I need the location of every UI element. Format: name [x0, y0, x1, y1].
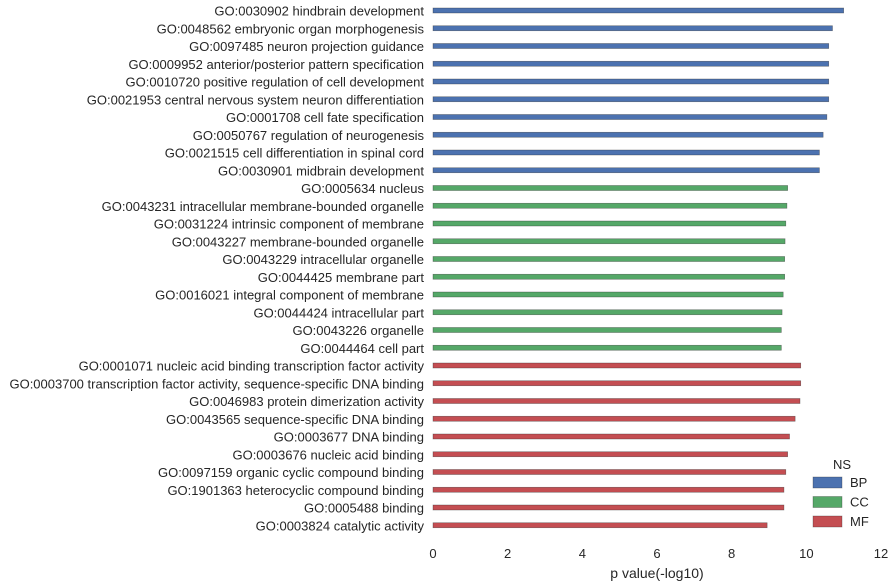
- x-tick-label: 6: [653, 546, 660, 561]
- legend-entry-label: MF: [850, 514, 869, 529]
- category-label: GO:0021515 cell differentiation in spina…: [165, 146, 424, 161]
- bar: [432, 78, 830, 85]
- bar: [432, 25, 833, 32]
- x-tick-label: 4: [579, 546, 586, 561]
- category-label: GO:0003700 transcription factor activity…: [9, 376, 424, 391]
- legend-entry-label: CC: [850, 495, 869, 510]
- category-label: GO:0097159 organic cyclic compound bindi…: [158, 465, 424, 480]
- category-label: GO:0044424 intracellular part: [253, 305, 424, 320]
- bar: [432, 131, 824, 138]
- category-label: GO:0016021 integral component of membran…: [155, 288, 424, 303]
- bar: [432, 96, 830, 103]
- category-label: GO:0030902 hindbrain development: [214, 4, 424, 19]
- x-axis-label: p value(-log10): [610, 565, 703, 581]
- category-labels: GO:0030902 hindbrain development GO:00485…: [9, 4, 424, 534]
- bar: [432, 185, 788, 191]
- bar: [432, 469, 787, 475]
- category-label: GO:0048562 embryonic organ morphogenesis: [157, 21, 425, 36]
- legend-swatch: [812, 496, 843, 508]
- category-label: GO:0021953 central nervous system neuron…: [87, 92, 424, 107]
- bar: [432, 415, 796, 422]
- category-label: GO:0005634 nucleus: [301, 181, 424, 196]
- category-label: GO:0044464 cell part: [300, 341, 424, 356]
- bar: [432, 238, 786, 245]
- category-label: GO:0050767 regulation of neurogenesis: [193, 128, 425, 143]
- bar: [432, 504, 785, 511]
- bar: [432, 202, 788, 209]
- category-label: GO:0043227 membrane-bounded organelle: [172, 234, 424, 249]
- category-label: GO:0001708 cell fate specification: [226, 110, 424, 125]
- category-label: GO:0003676 nucleic acid binding: [232, 447, 424, 462]
- category-label: GO:0010720 positive regulation of cell d…: [126, 75, 425, 90]
- bar: [432, 380, 802, 387]
- x-axis: 0 2 4 6 8 10 12: [429, 546, 888, 561]
- category-label: GO:0043226 organelle: [292, 323, 424, 338]
- category-label: GO:0043229 intracellular organelle: [222, 252, 424, 267]
- bar: [432, 149, 820, 156]
- bar: [432, 220, 787, 227]
- category-label: GO:0043231 intracellular membrane-bounde…: [102, 199, 424, 214]
- bar: [432, 7, 844, 14]
- bar: [432, 433, 790, 440]
- bar: [432, 344, 782, 351]
- category-label: GO:0001071 nucleic acid binding transcri…: [79, 359, 425, 374]
- bar: [432, 60, 830, 67]
- legend-title: NS: [833, 457, 851, 472]
- legend-swatch: [812, 476, 843, 489]
- category-label: GO:0044425 membrane part: [258, 270, 425, 285]
- bar: [432, 451, 788, 458]
- bar: [432, 522, 768, 529]
- category-label: GO:0003677 DNA binding: [274, 430, 424, 445]
- category-label: GO:0046983 protein dimerization activity: [189, 394, 424, 409]
- bar: [432, 309, 783, 316]
- bar: [432, 362, 802, 369]
- legend: NS BP CC MF: [812, 457, 869, 529]
- bars-layer: [432, 7, 844, 529]
- category-label: GO:0097485 neuron projection guidance: [189, 39, 424, 54]
- bar: [432, 273, 785, 280]
- category-label: GO:0009952 anterior/posterior pattern sp…: [128, 57, 424, 72]
- bar: [432, 43, 830, 49]
- legend-entry-label: BP: [850, 475, 867, 490]
- bar: [432, 167, 820, 174]
- bar: [432, 327, 782, 333]
- category-label: GO:0005488 binding: [304, 501, 424, 516]
- x-tick-label: 0: [429, 546, 436, 561]
- bar: [432, 291, 784, 298]
- category-label: GO:0003824 catalytic activity: [256, 518, 425, 533]
- bar: [432, 486, 785, 493]
- x-tick-label: 10: [799, 546, 813, 561]
- bar: [432, 398, 801, 404]
- bar: [432, 256, 785, 262]
- category-label: GO:0043565 sequence-specific DNA binding: [166, 412, 424, 427]
- category-label: GO:0030901 midbrain development: [218, 163, 424, 178]
- category-label: GO:0031224 intrinsic component of membra…: [154, 217, 424, 232]
- bar: [432, 114, 828, 120]
- legend-swatch: [812, 515, 843, 528]
- x-tick-label: 8: [728, 546, 735, 561]
- category-label: GO:1901363 heterocyclic compound binding: [167, 483, 424, 498]
- x-tick-label: 12: [874, 546, 888, 561]
- x-tick-label: 2: [504, 546, 511, 561]
